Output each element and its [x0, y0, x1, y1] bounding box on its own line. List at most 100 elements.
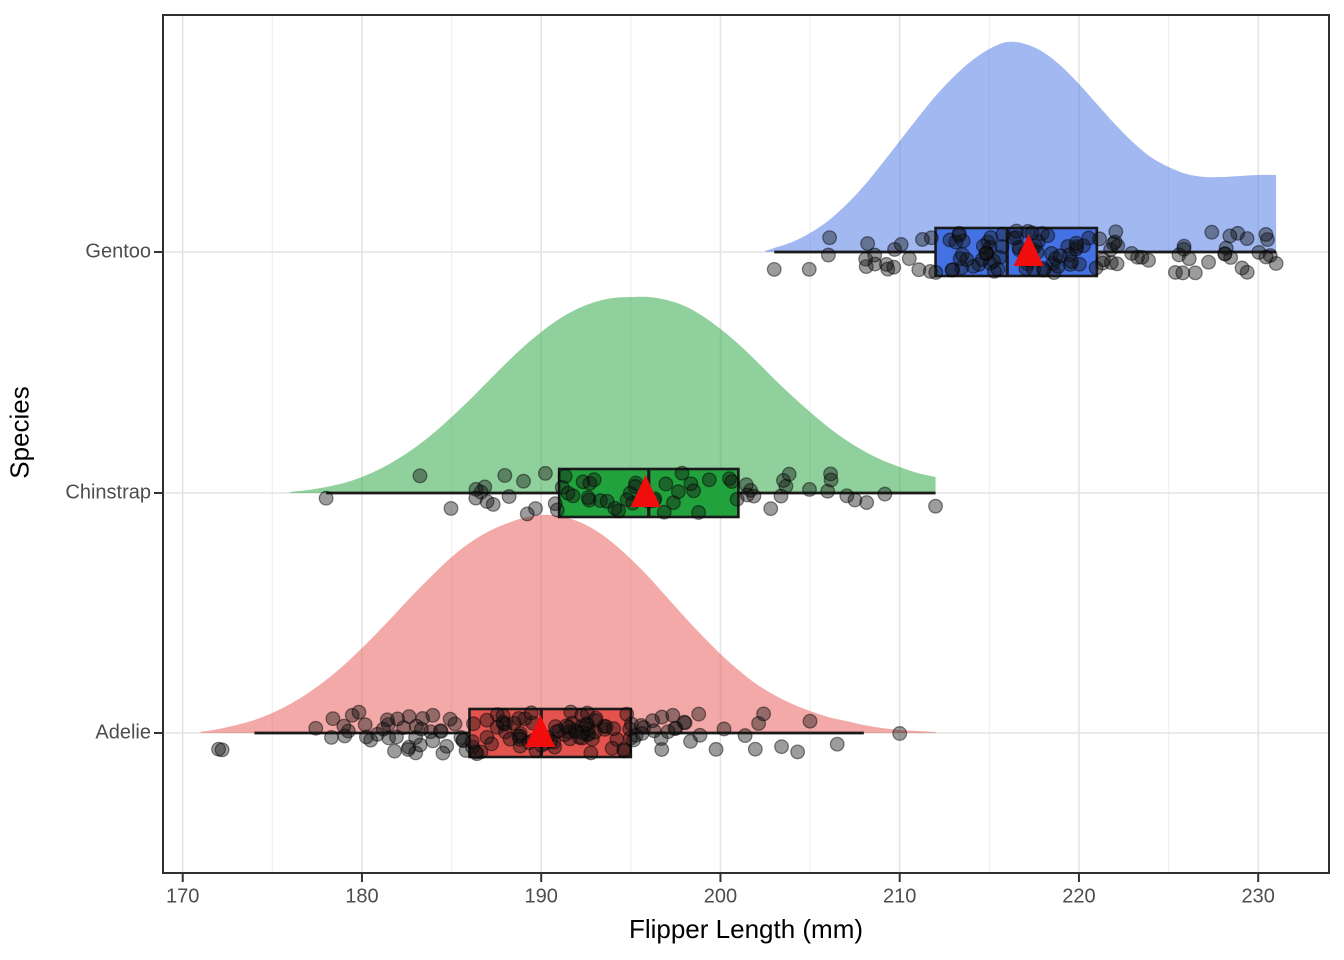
jitter-point: [433, 723, 448, 739]
jitter-point: [858, 259, 874, 275]
jitter-point: [1223, 250, 1239, 265]
jitter-point: [489, 707, 505, 723]
jitter-point: [548, 719, 563, 735]
jitter-point: [565, 488, 581, 504]
jitter-point: [944, 262, 960, 278]
jitter-point: [716, 721, 732, 737]
y-axis-title: Species: [4, 386, 35, 479]
jitter-point: [646, 723, 662, 739]
jitter-point: [1009, 229, 1024, 245]
jitter-point: [583, 745, 599, 761]
density-area-chinstrap: [290, 296, 936, 493]
density-area-gentoo: [765, 41, 1277, 253]
jitter-point: [701, 472, 717, 488]
jitter-point: [751, 716, 767, 731]
jitter-point: [479, 729, 495, 745]
jitter-point: [558, 718, 574, 734]
x-tick-label: 210: [883, 885, 916, 907]
jitter-point: [724, 474, 740, 489]
jitter-point: [485, 496, 501, 512]
jitter-point: [616, 743, 632, 759]
jitter-point: [979, 245, 995, 261]
jitter-point: [1175, 265, 1191, 281]
jitter-point: [574, 730, 590, 746]
density-area-adelie: [200, 514, 936, 733]
jitter-point: [1068, 241, 1084, 257]
jitter-point: [369, 726, 385, 742]
jitter-point: [776, 473, 791, 488]
jitter-point: [773, 488, 789, 504]
jitter-point: [584, 731, 600, 747]
jitter-point: [952, 251, 968, 267]
jitter-point: [737, 728, 753, 744]
jitter-point: [455, 732, 471, 748]
jitter-point: [390, 711, 406, 727]
jitter-point: [1095, 255, 1111, 271]
x-tick-label: 220: [1062, 885, 1095, 907]
jitter-point: [633, 718, 649, 733]
jitter-point: [622, 721, 638, 737]
jitter-point: [512, 731, 528, 747]
jitter-point: [547, 496, 563, 512]
boxplot-box-gentoo: [934, 226, 1099, 278]
jitter-point: [766, 261, 782, 277]
jitter-point: [336, 718, 352, 734]
jitter-point: [915, 232, 930, 247]
jitter-point: [1258, 227, 1274, 242]
jitter-point: [990, 261, 1006, 277]
jitter-point: [357, 717, 373, 733]
jitter-point: [308, 720, 324, 736]
jitter-point: [892, 726, 908, 741]
jitter-point: [506, 715, 522, 731]
y-tick-label: Adelie: [95, 721, 151, 743]
jitter-point: [1176, 238, 1192, 254]
jitter-point: [498, 716, 513, 732]
jitter-point: [453, 730, 469, 745]
jitter-point: [901, 251, 917, 267]
jitter-point: [554, 479, 570, 495]
jitter-point: [860, 236, 876, 252]
jitter-point: [517, 711, 533, 727]
jitter-point: [1201, 254, 1217, 270]
jitter-point: [401, 739, 417, 755]
jitter-point: [579, 705, 595, 721]
jitter-point: [743, 482, 758, 498]
jitter-point: [1072, 256, 1087, 272]
jitter-point: [656, 504, 672, 520]
jitter-point: [1060, 238, 1076, 254]
jitter-point: [1171, 247, 1187, 263]
jitter-point: [587, 724, 603, 740]
jitter-point: [1045, 256, 1061, 272]
jitter-point: [413, 721, 429, 737]
jitter-point: [686, 483, 702, 499]
jitter-point: [468, 481, 484, 497]
panel-border: [162, 14, 1330, 874]
jitter-point: [951, 225, 967, 241]
jitter-point: [435, 745, 451, 761]
jitter-point: [358, 729, 374, 745]
jitter-point: [951, 227, 967, 243]
jitter-point: [1181, 251, 1197, 267]
jitter-point: [516, 473, 531, 489]
jitter-point: [974, 252, 990, 267]
jitter-point: [606, 721, 622, 737]
jitter-point: [928, 264, 944, 280]
jitter-point: [214, 742, 230, 758]
jitter-point: [839, 488, 855, 504]
jitter-point: [859, 495, 875, 510]
jitter-point: [592, 493, 608, 509]
jitter-point: [1006, 230, 1022, 246]
jitter-point: [408, 718, 424, 734]
jitter-point: [344, 707, 360, 723]
jitter-point: [473, 744, 489, 760]
jitter-point: [911, 262, 927, 278]
jitter-point: [616, 742, 632, 757]
jitter-point: [611, 503, 627, 519]
jitter-point: [658, 476, 674, 492]
jitter-point: [959, 252, 975, 268]
jitter-point: [574, 718, 590, 734]
jitter-point: [575, 725, 591, 741]
jitter-point: [763, 501, 779, 517]
jitter-point: [557, 727, 573, 743]
jitter-point: [867, 256, 883, 272]
